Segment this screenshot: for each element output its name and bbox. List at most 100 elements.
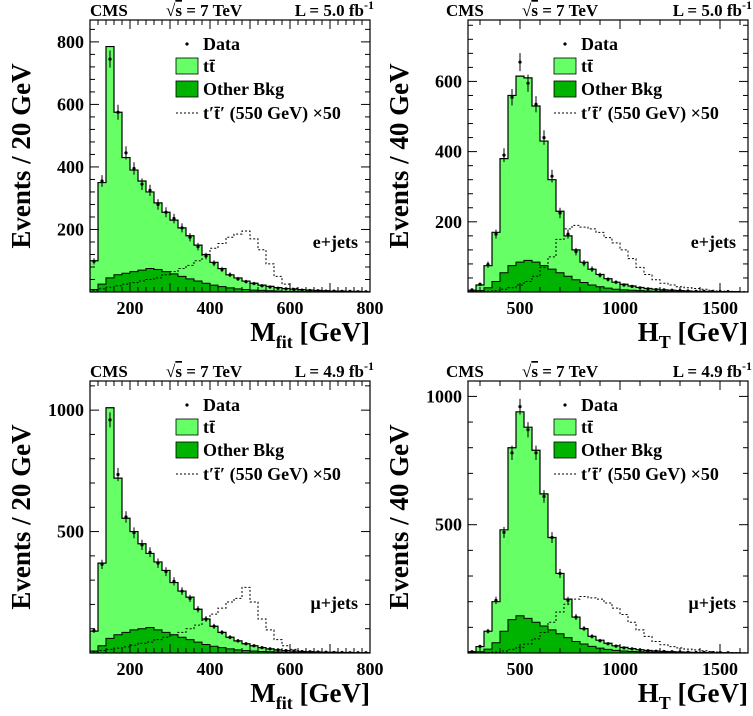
other-bkg-hist-bin bbox=[580, 644, 588, 653]
data-point bbox=[212, 261, 216, 265]
ttbar-hist-bin bbox=[258, 285, 266, 292]
data-point bbox=[236, 639, 240, 643]
data-point bbox=[276, 648, 280, 652]
ttbar-hist-bin bbox=[106, 407, 114, 653]
y-tick-label: 500 bbox=[57, 522, 84, 542]
data-point bbox=[470, 650, 474, 653]
other-bkg-hist-bin bbox=[138, 270, 146, 292]
other-bkg-hist-bin bbox=[492, 642, 500, 653]
data-point bbox=[590, 634, 594, 638]
ttbar-hist-bin bbox=[114, 112, 122, 292]
ttbar-hist-bin bbox=[492, 232, 500, 292]
ttbar-hist-bin bbox=[186, 235, 194, 292]
legend-data-marker bbox=[185, 403, 189, 407]
data-point bbox=[228, 273, 232, 277]
other-bkg-hist-bin bbox=[628, 651, 636, 653]
ttbar-hist-bin bbox=[234, 640, 242, 653]
plot-frame bbox=[89, 380, 371, 654]
ttbar-hist-bin bbox=[186, 597, 194, 653]
ttbar-hist-bin bbox=[218, 268, 226, 292]
other-bkg-hist-bin bbox=[620, 289, 628, 292]
y-tick-label: 200 bbox=[435, 212, 462, 232]
ttbar-hist-bin bbox=[154, 561, 162, 653]
data-point bbox=[260, 646, 264, 650]
data-point bbox=[148, 550, 152, 554]
legend-other-swatch bbox=[553, 80, 577, 98]
data-point bbox=[606, 277, 610, 281]
data-point bbox=[494, 598, 498, 602]
ttbar-hist-bin bbox=[564, 599, 572, 653]
experiment-label: CMS bbox=[90, 1, 128, 20]
ttbar-hist-bin bbox=[170, 220, 178, 292]
plot-area bbox=[90, 407, 370, 653]
data-point bbox=[534, 102, 538, 106]
y-tick-label: 600 bbox=[57, 94, 84, 114]
other-bkg-hist-bin bbox=[186, 278, 194, 292]
ttbar-hist-bin bbox=[226, 274, 234, 292]
ttbar-outline bbox=[468, 75, 748, 292]
ttbar-hist-bin bbox=[580, 262, 588, 292]
data-point bbox=[132, 166, 136, 171]
ttbar-hist-bin bbox=[620, 284, 628, 292]
plot-area bbox=[468, 53, 748, 292]
data-point bbox=[502, 153, 506, 157]
other-bkg-hist bbox=[90, 627, 330, 653]
x-tick-label: 500 bbox=[507, 659, 534, 679]
ttbar-hist-bin bbox=[154, 202, 162, 292]
data-point bbox=[204, 617, 208, 621]
data-point bbox=[196, 607, 200, 611]
ttbar-hist-bin bbox=[588, 636, 596, 653]
legend-data-label: Data bbox=[581, 34, 618, 54]
ttbar-hist-bin bbox=[508, 95, 516, 292]
ttbar-hist-bin bbox=[556, 211, 564, 292]
x-axis-title: Mfit [GeV] bbox=[250, 317, 370, 352]
data-point bbox=[228, 635, 232, 639]
data-point bbox=[662, 288, 666, 292]
other-bkg-hist-bin bbox=[250, 290, 258, 292]
ttbar-hist-bin bbox=[524, 427, 532, 653]
other-bkg-hist-bin bbox=[258, 290, 266, 292]
ttbar-hist-bin bbox=[266, 286, 274, 292]
y-tick-label: 400 bbox=[57, 157, 84, 177]
other-bkg-hist-bin bbox=[604, 649, 612, 653]
data-point bbox=[686, 289, 690, 292]
data-point bbox=[188, 596, 192, 600]
legend-other-label: Other Bkg bbox=[581, 79, 662, 99]
x-tick-label: 1500 bbox=[702, 298, 738, 318]
ttbar-hist-bin bbox=[500, 158, 508, 292]
other-bkg-hist-bin bbox=[540, 626, 548, 653]
ttbar-hist-bin bbox=[170, 582, 178, 653]
other-bkg-hist-bin bbox=[130, 271, 138, 292]
data-point bbox=[526, 81, 530, 85]
data-point bbox=[486, 263, 490, 267]
other-bkg-hist-bin bbox=[484, 287, 492, 292]
ttbar-hist-bin bbox=[202, 254, 210, 292]
other-bkg-hist-bin bbox=[106, 638, 114, 653]
data-point bbox=[550, 174, 554, 178]
experiment-label: CMS bbox=[446, 1, 484, 20]
ttbar-hist-bin bbox=[548, 537, 556, 653]
data-point bbox=[502, 530, 506, 534]
data-point bbox=[100, 179, 104, 183]
legend-ttbar-label: tt̄ bbox=[203, 56, 215, 76]
other-bkg-hist-bin bbox=[226, 287, 234, 292]
data-point bbox=[268, 647, 272, 651]
ttbar-outline bbox=[468, 411, 748, 653]
other-bkg-hist-bin bbox=[500, 272, 508, 292]
other-bkg-hist-bin bbox=[532, 622, 540, 653]
ttbar-hist-bin bbox=[492, 601, 500, 653]
other-bkg-hist-bin bbox=[98, 284, 106, 292]
y-axis-title: Events / 40 GeV bbox=[384, 424, 414, 610]
ttbar-hist-bin bbox=[218, 632, 226, 653]
ttbar-hist-bin bbox=[596, 274, 604, 292]
other-bkg-hist-bin bbox=[242, 289, 250, 292]
legend-other-label: Other Bkg bbox=[203, 79, 284, 99]
other-bkg-hist-bin bbox=[154, 629, 162, 653]
channel-label: μ+jets bbox=[311, 593, 358, 613]
data-point bbox=[180, 226, 184, 230]
y-axis-title: Events / 20 GeV bbox=[6, 424, 36, 610]
data-points bbox=[92, 412, 368, 653]
y-tick-label: 500 bbox=[435, 515, 462, 535]
other-bkg-hist-bin bbox=[620, 650, 628, 653]
other-bkg-hist-bin bbox=[532, 262, 540, 292]
